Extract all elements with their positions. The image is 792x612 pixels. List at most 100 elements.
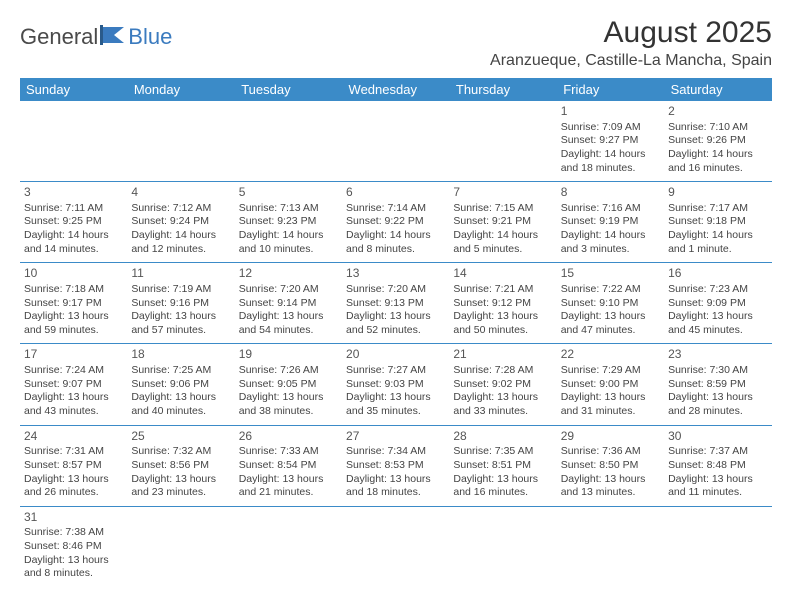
sunrise-text: Sunrise: 7:36 AM [561,445,660,459]
sunrise-text: Sunrise: 7:33 AM [239,445,338,459]
sunrise-text: Sunrise: 7:31 AM [24,445,123,459]
daylight-text: Daylight: 13 hours and 43 minutes. [24,391,123,418]
sunset-text: Sunset: 9:23 PM [239,215,338,229]
calendar-cell: 24Sunrise: 7:31 AMSunset: 8:57 PMDayligh… [20,425,127,506]
daylight-text: Daylight: 13 hours and 50 minutes. [453,310,552,337]
sunrise-text: Sunrise: 7:20 AM [346,283,445,297]
daylight-text: Daylight: 13 hours and 52 minutes. [346,310,445,337]
day-number: 29 [561,429,660,445]
logo-text-general: General [20,24,98,50]
daylight-text: Daylight: 14 hours and 12 minutes. [131,229,230,256]
day-number: 7 [453,185,552,201]
sunrise-text: Sunrise: 7:38 AM [24,526,123,540]
day-number: 11 [131,266,230,282]
calendar-cell [127,506,234,587]
calendar-cell: 23Sunrise: 7:30 AMSunset: 8:59 PMDayligh… [664,344,771,425]
day-number: 6 [346,185,445,201]
sunset-text: Sunset: 9:10 PM [561,297,660,311]
calendar-page: General Blue August 2025 Aranzueque, Cas… [0,0,792,612]
daylight-text: Daylight: 13 hours and 59 minutes. [24,310,123,337]
sunrise-text: Sunrise: 7:19 AM [131,283,230,297]
calendar-cell: 14Sunrise: 7:21 AMSunset: 9:12 PMDayligh… [449,263,556,344]
calendar-cell: 13Sunrise: 7:20 AMSunset: 9:13 PMDayligh… [342,263,449,344]
daylight-text: Daylight: 14 hours and 14 minutes. [24,229,123,256]
calendar-row: 10Sunrise: 7:18 AMSunset: 9:17 PMDayligh… [20,263,772,344]
day-header: Wednesday [342,78,449,101]
sunset-text: Sunset: 8:46 PM [24,540,123,554]
calendar-cell [127,101,234,182]
daylight-text: Daylight: 14 hours and 10 minutes. [239,229,338,256]
sunset-text: Sunset: 9:16 PM [131,297,230,311]
calendar-cell: 10Sunrise: 7:18 AMSunset: 9:17 PMDayligh… [20,263,127,344]
sunrise-text: Sunrise: 7:16 AM [561,202,660,216]
daylight-text: Daylight: 13 hours and 8 minutes. [24,554,123,581]
calendar-cell: 9Sunrise: 7:17 AMSunset: 9:18 PMDaylight… [664,182,771,263]
daylight-text: Daylight: 14 hours and 16 minutes. [668,148,767,175]
sunset-text: Sunset: 9:17 PM [24,297,123,311]
day-number: 3 [24,185,123,201]
sunset-text: Sunset: 9:22 PM [346,215,445,229]
sunrise-text: Sunrise: 7:29 AM [561,364,660,378]
sunrise-text: Sunrise: 7:35 AM [453,445,552,459]
calendar-cell: 6Sunrise: 7:14 AMSunset: 9:22 PMDaylight… [342,182,449,263]
day-header: Sunday [20,78,127,101]
sunrise-text: Sunrise: 7:09 AM [561,121,660,135]
day-number: 24 [24,429,123,445]
sunrise-text: Sunrise: 7:32 AM [131,445,230,459]
calendar-cell: 20Sunrise: 7:27 AMSunset: 9:03 PMDayligh… [342,344,449,425]
sunset-text: Sunset: 9:09 PM [668,297,767,311]
sunset-text: Sunset: 9:06 PM [131,378,230,392]
title-block: August 2025 Aranzueque, Castille-La Manc… [490,16,772,70]
daylight-text: Daylight: 13 hours and 28 minutes. [668,391,767,418]
calendar-cell: 27Sunrise: 7:34 AMSunset: 8:53 PMDayligh… [342,425,449,506]
day-header: Thursday [449,78,556,101]
calendar-row: 31Sunrise: 7:38 AMSunset: 8:46 PMDayligh… [20,506,772,587]
day-header-row: SundayMondayTuesdayWednesdayThursdayFrid… [20,78,772,101]
sunrise-text: Sunrise: 7:22 AM [561,283,660,297]
sunrise-text: Sunrise: 7:13 AM [239,202,338,216]
calendar-body: 1Sunrise: 7:09 AMSunset: 9:27 PMDaylight… [20,101,772,587]
sunset-text: Sunset: 8:54 PM [239,459,338,473]
day-number: 10 [24,266,123,282]
sunset-text: Sunset: 9:00 PM [561,378,660,392]
day-number: 17 [24,347,123,363]
day-number: 14 [453,266,552,282]
day-number: 23 [668,347,767,363]
sunset-text: Sunset: 8:51 PM [453,459,552,473]
sunrise-text: Sunrise: 7:27 AM [346,364,445,378]
sunrise-text: Sunrise: 7:25 AM [131,364,230,378]
daylight-text: Daylight: 13 hours and 54 minutes. [239,310,338,337]
day-header: Tuesday [235,78,342,101]
calendar-cell: 26Sunrise: 7:33 AMSunset: 8:54 PMDayligh… [235,425,342,506]
calendar-cell [664,506,771,587]
calendar-cell: 1Sunrise: 7:09 AMSunset: 9:27 PMDaylight… [557,101,664,182]
sunrise-text: Sunrise: 7:28 AM [453,364,552,378]
calendar-cell: 4Sunrise: 7:12 AMSunset: 9:24 PMDaylight… [127,182,234,263]
daylight-text: Daylight: 13 hours and 16 minutes. [453,473,552,500]
sunset-text: Sunset: 9:14 PM [239,297,338,311]
calendar-cell: 3Sunrise: 7:11 AMSunset: 9:25 PMDaylight… [20,182,127,263]
daylight-text: Daylight: 13 hours and 13 minutes. [561,473,660,500]
calendar-cell [235,101,342,182]
sunset-text: Sunset: 9:21 PM [453,215,552,229]
daylight-text: Daylight: 13 hours and 33 minutes. [453,391,552,418]
sunrise-text: Sunrise: 7:34 AM [346,445,445,459]
sunset-text: Sunset: 9:24 PM [131,215,230,229]
day-number: 5 [239,185,338,201]
calendar-cell: 2Sunrise: 7:10 AMSunset: 9:26 PMDaylight… [664,101,771,182]
daylight-text: Daylight: 13 hours and 38 minutes. [239,391,338,418]
sunset-text: Sunset: 8:57 PM [24,459,123,473]
daylight-text: Daylight: 14 hours and 1 minute. [668,229,767,256]
sunset-text: Sunset: 9:12 PM [453,297,552,311]
calendar-cell: 21Sunrise: 7:28 AMSunset: 9:02 PMDayligh… [449,344,556,425]
sunrise-text: Sunrise: 7:23 AM [668,283,767,297]
header: General Blue August 2025 Aranzueque, Cas… [20,16,772,70]
day-number: 21 [453,347,552,363]
daylight-text: Daylight: 13 hours and 23 minutes. [131,473,230,500]
day-number: 8 [561,185,660,201]
day-number: 4 [131,185,230,201]
sunrise-text: Sunrise: 7:12 AM [131,202,230,216]
calendar-cell: 31Sunrise: 7:38 AMSunset: 8:46 PMDayligh… [20,506,127,587]
calendar-cell [20,101,127,182]
day-number: 22 [561,347,660,363]
